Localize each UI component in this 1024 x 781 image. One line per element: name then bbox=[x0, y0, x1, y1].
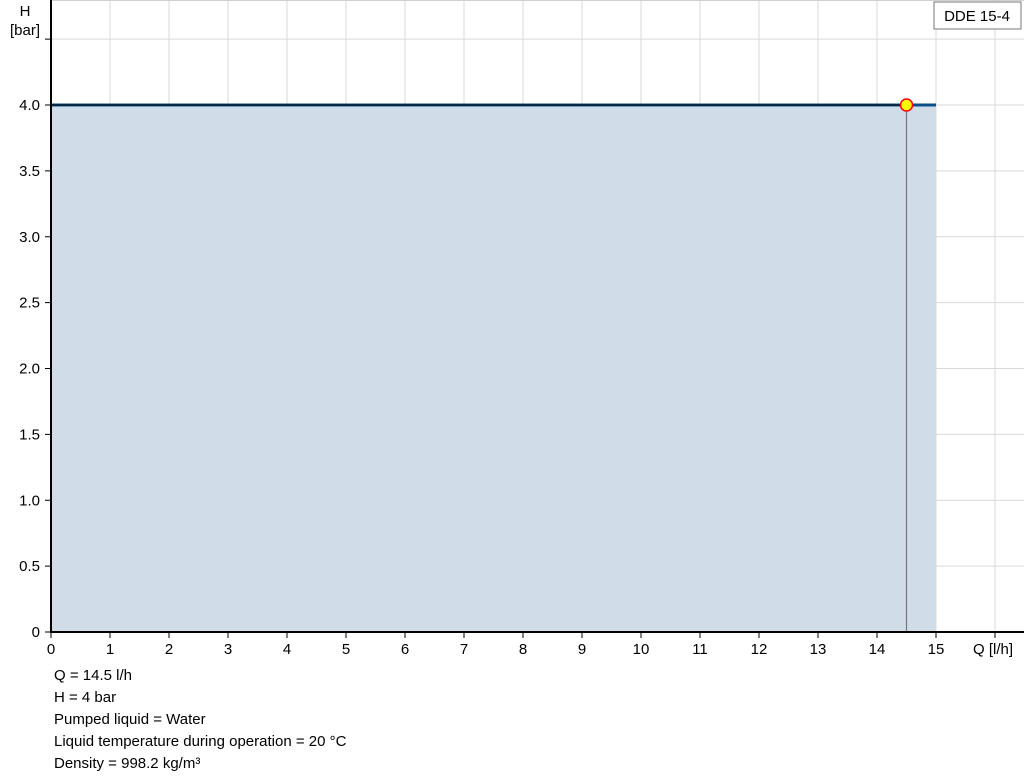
x-tick-label: 15 bbox=[928, 641, 945, 658]
info-head: H = 4 bar bbox=[54, 689, 117, 706]
y-tick-label: 3.0 bbox=[19, 229, 40, 246]
operating-point-marker bbox=[899, 98, 914, 112]
x-tick-label: 10 bbox=[633, 641, 650, 658]
x-tick-label: 3 bbox=[224, 641, 232, 658]
x-tick-label: 13 bbox=[810, 641, 827, 658]
y-tick-label: 1.5 bbox=[19, 426, 40, 443]
y-tick-label: 0 bbox=[32, 624, 40, 641]
y-tick-label: 4.0 bbox=[19, 97, 40, 114]
legend-label: DDE 15-4 bbox=[944, 8, 1010, 25]
x-tick-label: 1 bbox=[106, 641, 114, 658]
y-axis-label-h: H bbox=[20, 3, 31, 20]
curve-lines bbox=[51, 98, 936, 632]
x-tick-label: 12 bbox=[751, 641, 768, 658]
x-axis-label: Q [l/h] bbox=[973, 641, 1013, 658]
x-tick-label: 4 bbox=[283, 641, 291, 658]
x-tick-label: 5 bbox=[342, 641, 350, 658]
operating-info: Q = 14.5 l/h H = 4 bar Pumped liquid = W… bbox=[54, 665, 346, 775]
x-tick-label: 9 bbox=[578, 641, 586, 658]
y-tick-label: 3.5 bbox=[19, 163, 40, 180]
x-tick-label: 2 bbox=[165, 641, 173, 658]
info-flow: Q = 14.5 l/h bbox=[54, 667, 132, 684]
y-tick-label: 2.0 bbox=[19, 361, 40, 378]
info-density: Density = 998.2 kg/m³ bbox=[54, 755, 201, 772]
y-axis-label-unit: [bar] bbox=[10, 22, 40, 39]
x-tick-label: 8 bbox=[519, 641, 527, 658]
info-temperature: Liquid temperature during operation = 20… bbox=[54, 733, 347, 750]
curve-area bbox=[51, 105, 936, 632]
x-tick-label: 11 bbox=[692, 641, 708, 658]
y-tick-label: 1.0 bbox=[19, 492, 40, 509]
x-tick-label: 0 bbox=[47, 641, 55, 658]
legend-box: DDE 15-4 bbox=[933, 1, 1022, 30]
x-tick-label: 6 bbox=[401, 641, 409, 658]
y-tick-label: 0.5 bbox=[19, 558, 40, 575]
y-tick-label: 2.5 bbox=[19, 295, 40, 312]
x-tick-label: 14 bbox=[869, 641, 886, 658]
info-liquid: Pumped liquid = Water bbox=[54, 711, 206, 728]
x-tick-label: 7 bbox=[460, 641, 468, 658]
axes: 0 1 2 3 4 5 6 7 8 9 10 11 12 13 14 1500.51.01.52.02.53.… bbox=[19, 0, 1024, 658]
